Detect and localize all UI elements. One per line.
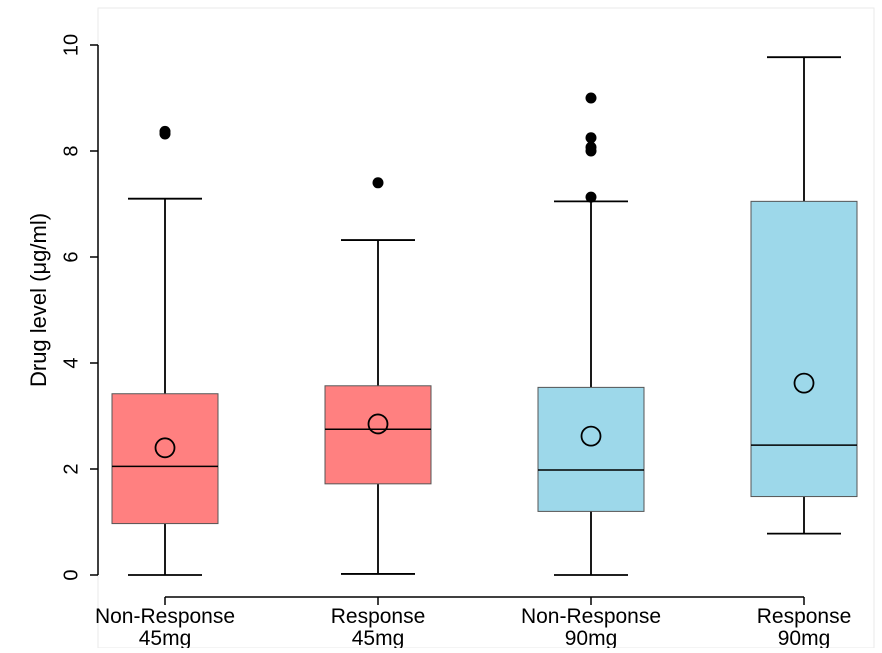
- iqr-box: [324, 385, 432, 485]
- x-tick-label-line2: 45mg: [139, 627, 192, 648]
- mean-marker: [793, 372, 815, 394]
- outlier-point: [585, 141, 597, 153]
- iqr-box: [111, 393, 219, 525]
- x-tick-label-line2: 90mg: [565, 627, 618, 648]
- outlier-point: [585, 191, 597, 203]
- plot-area: [97, 7, 875, 649]
- y-tick-label: 4: [60, 357, 82, 368]
- y-axis-label: Drug level (μg/ml): [26, 213, 51, 387]
- x-tick-label-line2: 90mg: [778, 627, 831, 648]
- x-tick-label-line1: Response: [331, 605, 426, 628]
- outlier-point: [159, 125, 171, 137]
- iqr-box: [750, 200, 858, 498]
- box-group: [324, 177, 432, 575]
- mean-marker: [580, 425, 602, 447]
- x-tick-label-line1: Response: [757, 605, 852, 628]
- box-group: [111, 125, 219, 576]
- mean-marker: [367, 413, 389, 435]
- x-tick-label-line1: Non-Response: [95, 605, 235, 628]
- x-axis: Non-Response45mgResponse45mgNon-Response…: [95, 596, 852, 650]
- iqr-box: [537, 386, 645, 512]
- x-tick-label-line1: Non-Response: [521, 605, 661, 628]
- y-tick-label: 8: [60, 145, 82, 156]
- mean-marker: [154, 437, 176, 459]
- y-tick-label: 0: [60, 569, 82, 580]
- outlier-point: [372, 177, 384, 189]
- y-tick-label: 2: [60, 463, 82, 474]
- y-tick-label: 6: [60, 251, 82, 262]
- box-group: [750, 56, 858, 535]
- y-axis: 0 2 4 6 8 10: [60, 34, 99, 581]
- box-group: [537, 92, 645, 576]
- outlier-point: [585, 92, 597, 104]
- x-tick-label-line2: 45mg: [352, 627, 405, 648]
- outlier-point: [585, 132, 597, 144]
- y-tick-label: 10: [60, 34, 82, 56]
